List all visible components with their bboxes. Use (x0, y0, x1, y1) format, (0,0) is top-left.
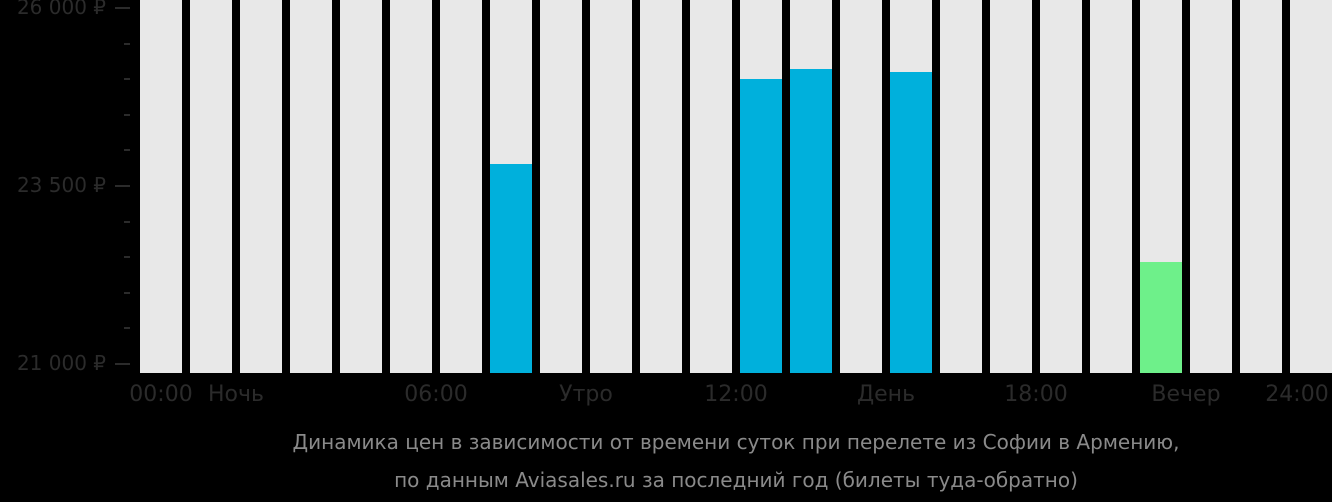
x-tick-label: 06:00 (404, 382, 468, 407)
price-bar-15[interactable] (890, 72, 932, 373)
cheapest-bar-20[interactable] (1140, 262, 1182, 373)
price-bar-13[interactable] (790, 69, 832, 373)
bar-slot-02 (240, 0, 282, 373)
x-tick-label: 00:00 (129, 382, 193, 407)
bar-slot-23 (1290, 0, 1332, 373)
x-tick-label: Ночь (208, 382, 264, 407)
price-bar-07[interactable] (490, 163, 532, 373)
chart-caption-line1: Динамика цен в зависимости от времени су… (292, 430, 1180, 454)
y-minor-tick (124, 256, 130, 259)
x-tick-label: День (856, 382, 916, 407)
y-minor-tick (124, 42, 130, 45)
bar-slot-03 (290, 0, 332, 373)
x-tick-label: Вечер (1151, 382, 1221, 407)
x-tick-label: Утро (559, 382, 613, 407)
bar-slot-06 (440, 0, 482, 373)
bar-slot-21 (1190, 0, 1232, 373)
price-bar-12[interactable] (740, 79, 782, 373)
bar-slot-10 (640, 0, 682, 373)
y-tick-label: 21 000 ₽ (16, 351, 106, 375)
x-tick-label: 12:00 (704, 382, 768, 407)
y-minor-tick (124, 220, 130, 223)
y-tick-label: 23 500 ₽ (16, 173, 106, 197)
bar-slot-16 (940, 0, 982, 373)
bar-slot-01 (190, 0, 232, 373)
bar-slot-09 (590, 0, 632, 373)
y-major-tick (115, 363, 130, 365)
bar-slot-19 (1090, 0, 1132, 373)
y-minor-tick (124, 291, 130, 294)
bar-slot-17 (990, 0, 1032, 373)
y-tick-label: 26 000 ₽ (16, 0, 106, 19)
y-minor-tick (124, 327, 130, 330)
bar-slot-22 (1240, 0, 1282, 373)
chart-caption-line2: по данным Aviasales.ru за последний год … (394, 468, 1078, 492)
bar-slot-00 (140, 0, 182, 373)
y-minor-tick (124, 113, 130, 116)
y-minor-tick (124, 149, 130, 152)
x-tick-label: 18:00 (1004, 382, 1068, 407)
bar-slot-14 (840, 0, 882, 373)
bar-slot-04 (340, 0, 382, 373)
y-major-tick (115, 7, 130, 9)
y-major-tick (115, 185, 130, 187)
bar-slot-11 (690, 0, 732, 373)
y-minor-tick (124, 78, 130, 81)
bar-slot-18 (1040, 0, 1082, 373)
bar-slot-05 (390, 0, 432, 373)
bar-slot-08 (540, 0, 582, 373)
x-tick-label: 24:00 (1265, 382, 1329, 407)
